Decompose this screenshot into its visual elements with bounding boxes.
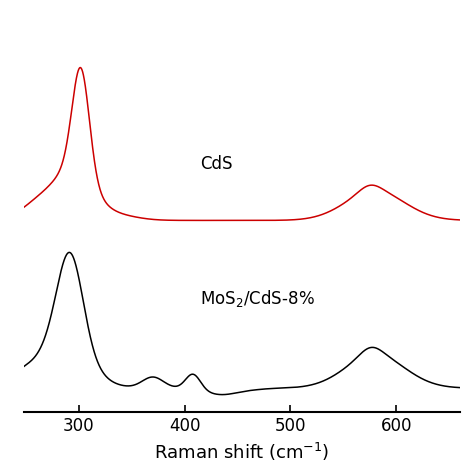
Text: MoS$_2$/CdS-8%: MoS$_2$/CdS-8% bbox=[201, 288, 315, 309]
X-axis label: Raman shift (cm$^{-1}$): Raman shift (cm$^{-1}$) bbox=[154, 441, 329, 463]
Text: CdS: CdS bbox=[201, 155, 233, 173]
